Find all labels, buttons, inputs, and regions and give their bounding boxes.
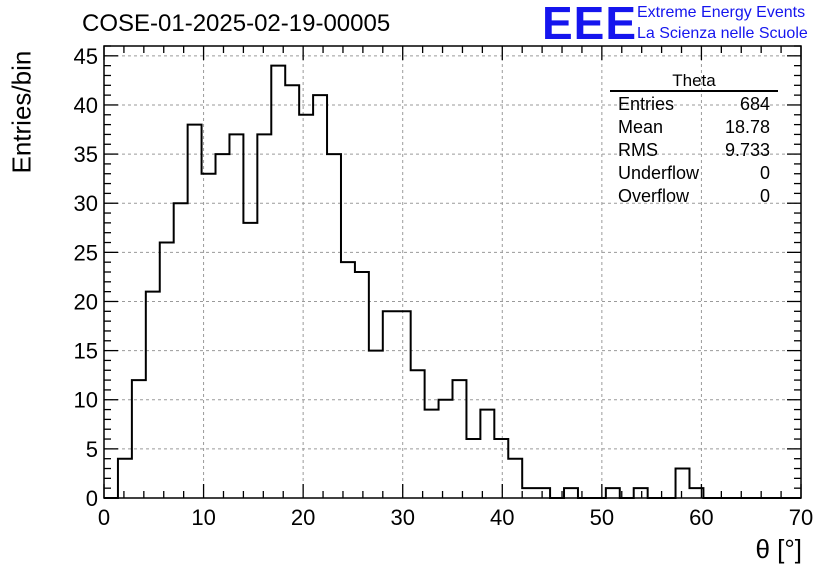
stat-label-entries: Entries — [618, 94, 675, 114]
y-tick-label: 45 — [74, 44, 98, 69]
y-axis-label: Entries/bin — [6, 50, 37, 174]
histogram-bin — [369, 351, 383, 498]
stat-value-entries: 684 — [739, 94, 770, 114]
run-title: COSE-01-2025-02-19-00005 — [82, 10, 391, 37]
stat-label-underflow: Underflow — [618, 163, 700, 183]
histogram-bin — [327, 154, 341, 498]
x-tick-label: 60 — [689, 505, 713, 530]
histogram-series-line — [104, 64, 801, 499]
logo-line-2: La Scienza nelle Scuole — [637, 25, 808, 42]
stat-label-rms: RMS — [618, 140, 658, 160]
x-tick-label: 10 — [191, 505, 215, 530]
x-axis-label: θ [°] — [755, 534, 802, 564]
histogram-bin — [383, 311, 397, 498]
stats-title: Theta — [672, 71, 716, 90]
y-tick-label: 40 — [74, 93, 98, 118]
histogram-bin — [536, 488, 550, 498]
histogram-bin — [466, 439, 480, 498]
stat-label-mean: Mean — [618, 117, 664, 137]
histogram-bin — [522, 488, 536, 498]
histogram-bin — [564, 488, 578, 498]
x-tick-label: 50 — [590, 505, 614, 530]
histogram-bin — [132, 380, 146, 498]
x-tick-label: 40 — [490, 505, 514, 530]
histogram-bin — [313, 95, 327, 498]
histogram-bin — [285, 85, 299, 498]
histogram-bin — [606, 488, 620, 498]
histogram-bin — [494, 439, 508, 498]
stat-value-overflow: 0 — [759, 186, 770, 206]
histogram-bin — [118, 459, 132, 498]
plot-frame — [103, 45, 802, 499]
histogram-bin — [216, 154, 230, 498]
stats-divider — [610, 90, 778, 92]
x-tick-label: 20 — [291, 505, 315, 530]
histogram-bin — [174, 203, 188, 498]
histogram-bin — [271, 66, 285, 498]
stat-value-underflow: 0 — [759, 163, 770, 183]
histogram-bin — [299, 115, 313, 498]
stat-label-overflow: Overflow — [618, 186, 690, 206]
histogram-bin — [355, 272, 369, 498]
y-tick-label: 5 — [86, 437, 98, 462]
histogram-bin — [257, 134, 271, 498]
y-tick-label: 15 — [74, 339, 98, 364]
histogram-bin — [397, 311, 411, 498]
histogram-bin — [411, 370, 425, 498]
histogram-bin — [188, 125, 202, 498]
x-tick-label: 30 — [390, 505, 414, 530]
y-tick-label: 10 — [74, 388, 98, 413]
y-tick-label: 20 — [74, 289, 98, 314]
histogram-bin — [508, 459, 522, 498]
histogram-bin — [453, 380, 467, 498]
stat-value-mean: 18.78 — [724, 117, 770, 137]
histogram-bin — [160, 243, 174, 498]
stat-value-rms: 9.733 — [724, 140, 770, 160]
histogram-bin — [341, 262, 355, 498]
histogram-bin — [425, 410, 439, 498]
x-tick-label: 70 — [789, 505, 813, 530]
logo-line-1: Extreme Energy Events — [637, 4, 806, 21]
eee-logo: EEE — [542, 0, 638, 49]
y-tick-label: 25 — [74, 240, 98, 265]
histogram-bin — [243, 223, 257, 498]
histogram-bin — [480, 410, 494, 498]
y-tick-label: 35 — [74, 142, 98, 167]
y-tick-label: 0 — [86, 486, 98, 511]
x-tick-label: 0 — [98, 505, 110, 530]
histogram-bin — [676, 469, 690, 498]
histogram-bin — [229, 134, 243, 498]
y-tick-label: 30 — [74, 191, 98, 216]
histogram-bin — [146, 292, 160, 498]
histogram-bin — [634, 488, 648, 498]
